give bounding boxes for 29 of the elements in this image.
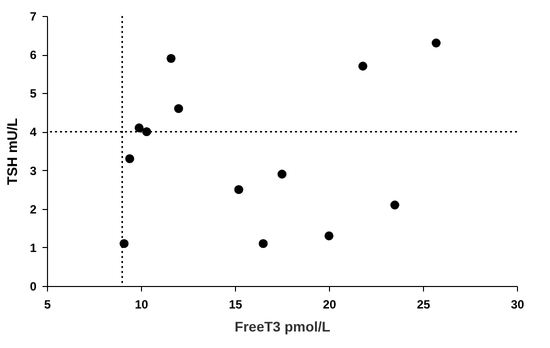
x-tick-label: 15 [228,298,242,312]
point [174,104,184,114]
point [278,170,286,179]
point [125,154,134,164]
y-tick-label: 7 [30,10,37,24]
x-tick-label: 5 [44,298,52,312]
point [390,200,400,210]
y-tick-label: 5 [30,86,37,101]
y-tick-label: 6 [30,48,37,62]
x-tick-label: 30 [510,298,524,312]
point [358,62,368,71]
point [120,239,129,248]
y-tick-label: 0 [30,280,37,294]
point [432,38,441,48]
point [258,239,268,248]
point [234,185,244,194]
x-axis-title: FreeT3 pmol/L [234,318,331,334]
x-tick-label: 25 [416,298,430,312]
point [166,54,176,63]
y-axis-title: TSH mU/L [4,118,20,185]
y-tick-label: 1 [30,240,37,255]
x-tick-label: 20 [322,298,336,312]
point [134,123,144,132]
y-tick-label: 3 [30,164,37,178]
x-tick-label: 10 [134,298,148,312]
y-tick-label: 2 [30,202,37,216]
point [324,231,334,240]
y-tick-label: 4 [30,125,37,140]
point [142,127,152,136]
